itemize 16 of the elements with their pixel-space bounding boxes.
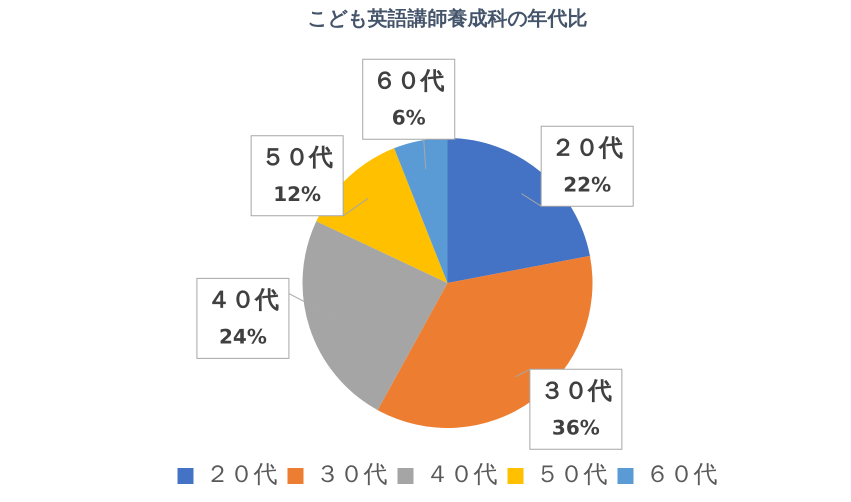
slice-label: ３０代	[540, 376, 612, 405]
legend-label: ２０代	[206, 460, 278, 488]
legend-label: ３０代	[316, 460, 388, 488]
slice-label: ５０代	[261, 143, 334, 172]
data-label: 36%	[552, 415, 600, 440]
chart-title: こども英語講師養成科の年代比	[308, 6, 588, 30]
legend-label: ５０代	[536, 460, 608, 488]
slice-label: ６０代	[372, 66, 445, 94]
data-label: 22%	[563, 172, 612, 196]
legend-label: ４０代	[426, 460, 498, 488]
legend-label: ６０代	[646, 460, 718, 488]
slice-label: ２０代	[551, 133, 624, 162]
data-label: 12%	[273, 182, 322, 206]
data-label: 24%	[218, 324, 267, 349]
slice-label: ４０代	[206, 286, 279, 314]
data-label: 6%	[392, 105, 426, 130]
